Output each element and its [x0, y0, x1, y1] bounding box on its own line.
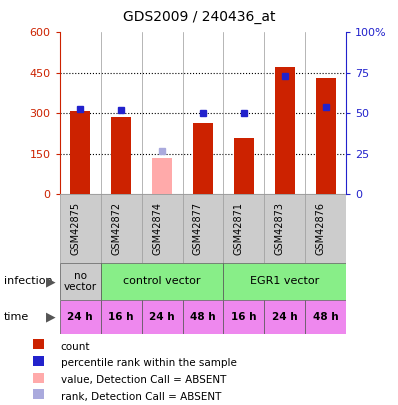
Bar — [60, 300, 101, 334]
Bar — [183, 300, 223, 334]
Bar — [33, 356, 44, 366]
Text: rank, Detection Call = ABSENT: rank, Detection Call = ABSENT — [60, 392, 221, 402]
Bar — [305, 300, 346, 334]
Bar — [101, 263, 223, 300]
Bar — [142, 300, 183, 334]
Bar — [234, 138, 254, 194]
Bar — [275, 68, 295, 194]
Text: percentile rank within the sample: percentile rank within the sample — [60, 358, 236, 368]
Text: GSM42873: GSM42873 — [275, 202, 285, 255]
Bar — [70, 111, 90, 194]
Text: 24 h: 24 h — [67, 312, 93, 322]
Text: GSM42872: GSM42872 — [111, 202, 121, 256]
Bar — [152, 158, 172, 194]
Text: count: count — [60, 341, 90, 352]
Bar — [33, 389, 44, 399]
Bar — [223, 263, 346, 300]
Text: no
vector: no vector — [64, 271, 97, 292]
Text: control vector: control vector — [123, 277, 201, 286]
Text: time: time — [4, 312, 29, 322]
Text: GSM42874: GSM42874 — [152, 202, 162, 255]
Text: EGR1 vector: EGR1 vector — [250, 277, 320, 286]
Text: 48 h: 48 h — [313, 312, 339, 322]
Bar — [33, 339, 44, 349]
Bar — [223, 300, 264, 334]
Text: 24 h: 24 h — [272, 312, 298, 322]
Text: 16 h: 16 h — [231, 312, 257, 322]
Text: GDS2009 / 240436_at: GDS2009 / 240436_at — [123, 10, 275, 24]
Text: GSM42876: GSM42876 — [316, 202, 326, 255]
Text: GSM42875: GSM42875 — [70, 202, 80, 256]
Bar — [33, 373, 44, 383]
Bar — [60, 263, 101, 300]
Bar — [101, 300, 142, 334]
Text: GSM42877: GSM42877 — [193, 202, 203, 256]
Text: ▶: ▶ — [46, 310, 55, 324]
Bar — [193, 123, 213, 194]
Bar — [111, 117, 131, 194]
Text: 16 h: 16 h — [108, 312, 134, 322]
Text: infection: infection — [4, 277, 53, 286]
Text: ▶: ▶ — [46, 275, 55, 288]
Bar — [264, 300, 305, 334]
Text: GSM42871: GSM42871 — [234, 202, 244, 255]
Text: 48 h: 48 h — [190, 312, 216, 322]
Text: value, Detection Call = ABSENT: value, Detection Call = ABSENT — [60, 375, 226, 385]
Bar — [316, 78, 336, 194]
Text: 24 h: 24 h — [149, 312, 175, 322]
